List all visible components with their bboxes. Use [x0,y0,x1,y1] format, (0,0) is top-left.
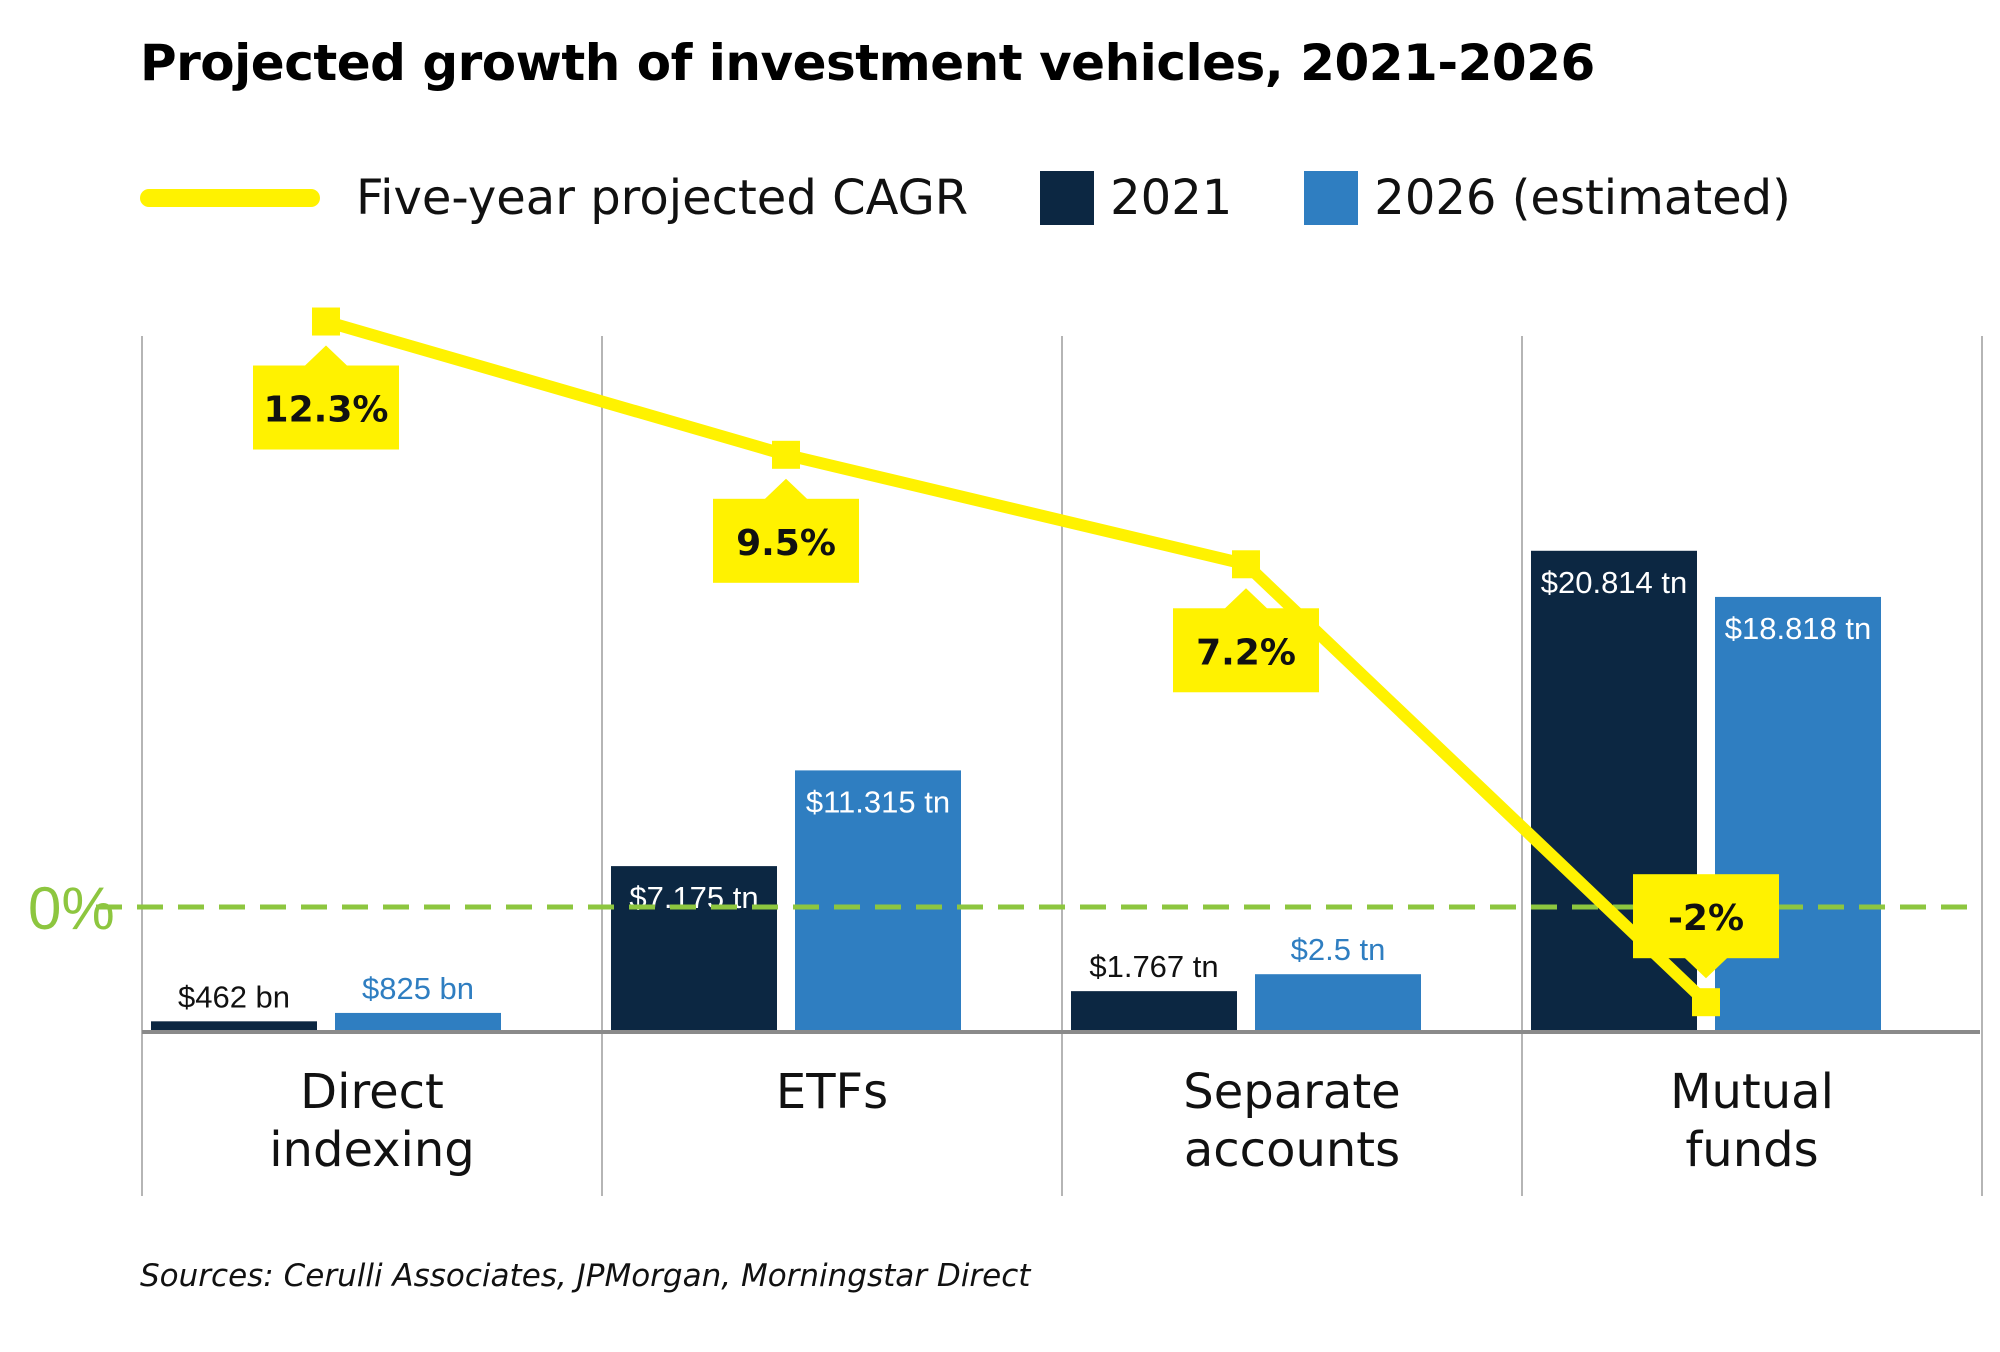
legend-item-2021: 2021 [1040,170,1232,226]
cagr-value-label: 7.2% [1196,632,1296,673]
category-label: funds [1685,1122,1818,1178]
legend: Five-year projected CAGR 2021 2026 (esti… [140,170,1863,226]
legend-swatch-2026 [1304,171,1359,225]
legend-label-cagr: Five-year projected CAGR [356,170,969,226]
bar-2021-2 [1071,991,1237,1032]
bar-value-label: $20.814 tn [1541,565,1688,600]
cagr-callout-box [1173,608,1319,693]
bar-value-label: $7.175 tn [629,880,758,915]
bar-value-label: $1.767 tn [1089,949,1218,984]
cagr-callout-pointer [1684,957,1728,979]
cagr-callout-pointer [764,478,808,500]
bar-value-label: $11.315 tn [806,784,950,819]
bar-2021-0 [151,1021,317,1032]
category-label: Direct [300,1064,444,1120]
zero-percent-label: 0% [28,875,115,942]
cagr-callout-pointer [304,345,348,367]
bar-value-label: $825 bn [362,971,474,1006]
cagr-value-label: 12.3% [264,390,389,431]
category-label: Separate [1183,1064,1400,1120]
bar-2026-3 [1715,596,1881,1032]
category-label: accounts [1184,1122,1400,1178]
legend-label-2026: 2026 (estimated) [1374,170,1791,226]
cagr-value-label: -2% [1668,898,1744,939]
cagr-marker [1232,550,1260,579]
cagr-marker [1692,988,1720,1017]
bar-value-label: $18.818 tn [1725,611,1872,646]
cagr-callout-box [713,498,859,583]
bar-2021-3 [1531,550,1697,1032]
legend-swatch-2021 [1040,171,1095,225]
category-label: indexing [269,1122,475,1178]
bar-value-label: $462 bn [178,979,290,1014]
cagr-marker [312,307,340,336]
category-label: Mutual [1670,1064,1834,1120]
cagr-line [324,315,1711,1007]
legend-label-2021: 2021 [1110,170,1233,226]
legend-item-cagr: Five-year projected CAGR [140,170,968,226]
bar-2026-1 [795,770,961,1032]
legend-line-swatch [140,189,320,207]
source-note: Sources: Cerulli Associates, JPMorgan, M… [140,1258,1031,1294]
cagr-callout-pointer [1224,588,1268,610]
bar-2026-0 [335,1012,501,1032]
cagr-callout-box [253,365,399,450]
bar-2026-2 [1255,974,1421,1032]
cagr-callout-box [1633,874,1779,959]
chart-title: Projected growth of investment vehicles,… [140,34,1595,92]
legend-item-2026: 2026 (estimated) [1304,170,1791,226]
category-label: ETFs [776,1064,888,1120]
bar-value-label: $2.5 tn [1291,932,1386,967]
cagr-value-label: 9.5% [736,523,836,564]
bar-2021-1 [611,866,777,1032]
cagr-marker [772,440,800,469]
